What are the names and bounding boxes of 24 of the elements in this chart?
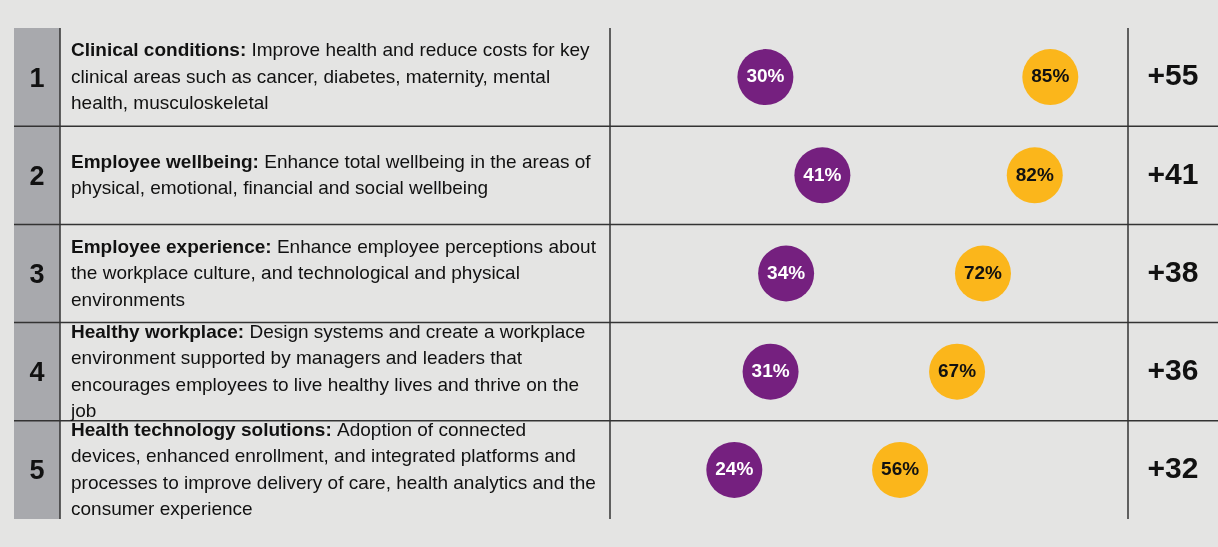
text: 3: [29, 258, 45, 289]
y2-tick-label: +32: [1147, 451, 1199, 485]
y-tick-label: Clinical conditions: Improve health and reduce costs for key clinical areas such as cancer, diabetes, maternity, mental health, musculoskeletal: [71, 39, 590, 114]
data-label: 24%: [715, 458, 754, 480]
text: 5: [29, 455, 45, 486]
y-tick-label: Healthy workplace: Design systems and create a workplace environment supported by managers and leaders that encourages employees to live healthy lives and thrive on the job: [70, 320, 586, 422]
data-label: 72%: [963, 261, 1003, 283]
data-label: 30%: [746, 65, 785, 87]
y2-tick-label: +36: [1147, 352, 1199, 386]
text: 4: [29, 357, 45, 388]
data-label: 85%: [1031, 65, 1070, 87]
y2-tick-label: +55: [1147, 58, 1199, 92]
data-label: 82%: [1015, 163, 1054, 185]
y-tick-label: Employee wellbeing: Enhance total wellbeing in the areas of physical, emotional, financial and social wellbeing: [71, 150, 592, 199]
text: 2: [29, 160, 45, 191]
data-label: 56%: [881, 458, 920, 480]
text: 1: [29, 62, 45, 93]
y2-tick-label: +38: [1147, 254, 1199, 288]
y2-tick-label: +41: [1147, 156, 1199, 190]
data-label: 31%: [751, 359, 790, 381]
y-tick-label: Employee experience: Enhance employee perceptions about the workplace culture, and technological and physical environments: [71, 235, 597, 310]
data-label: 34%: [767, 261, 806, 283]
data-label: 67%: [938, 359, 977, 381]
data-label: 41%: [803, 163, 842, 185]
